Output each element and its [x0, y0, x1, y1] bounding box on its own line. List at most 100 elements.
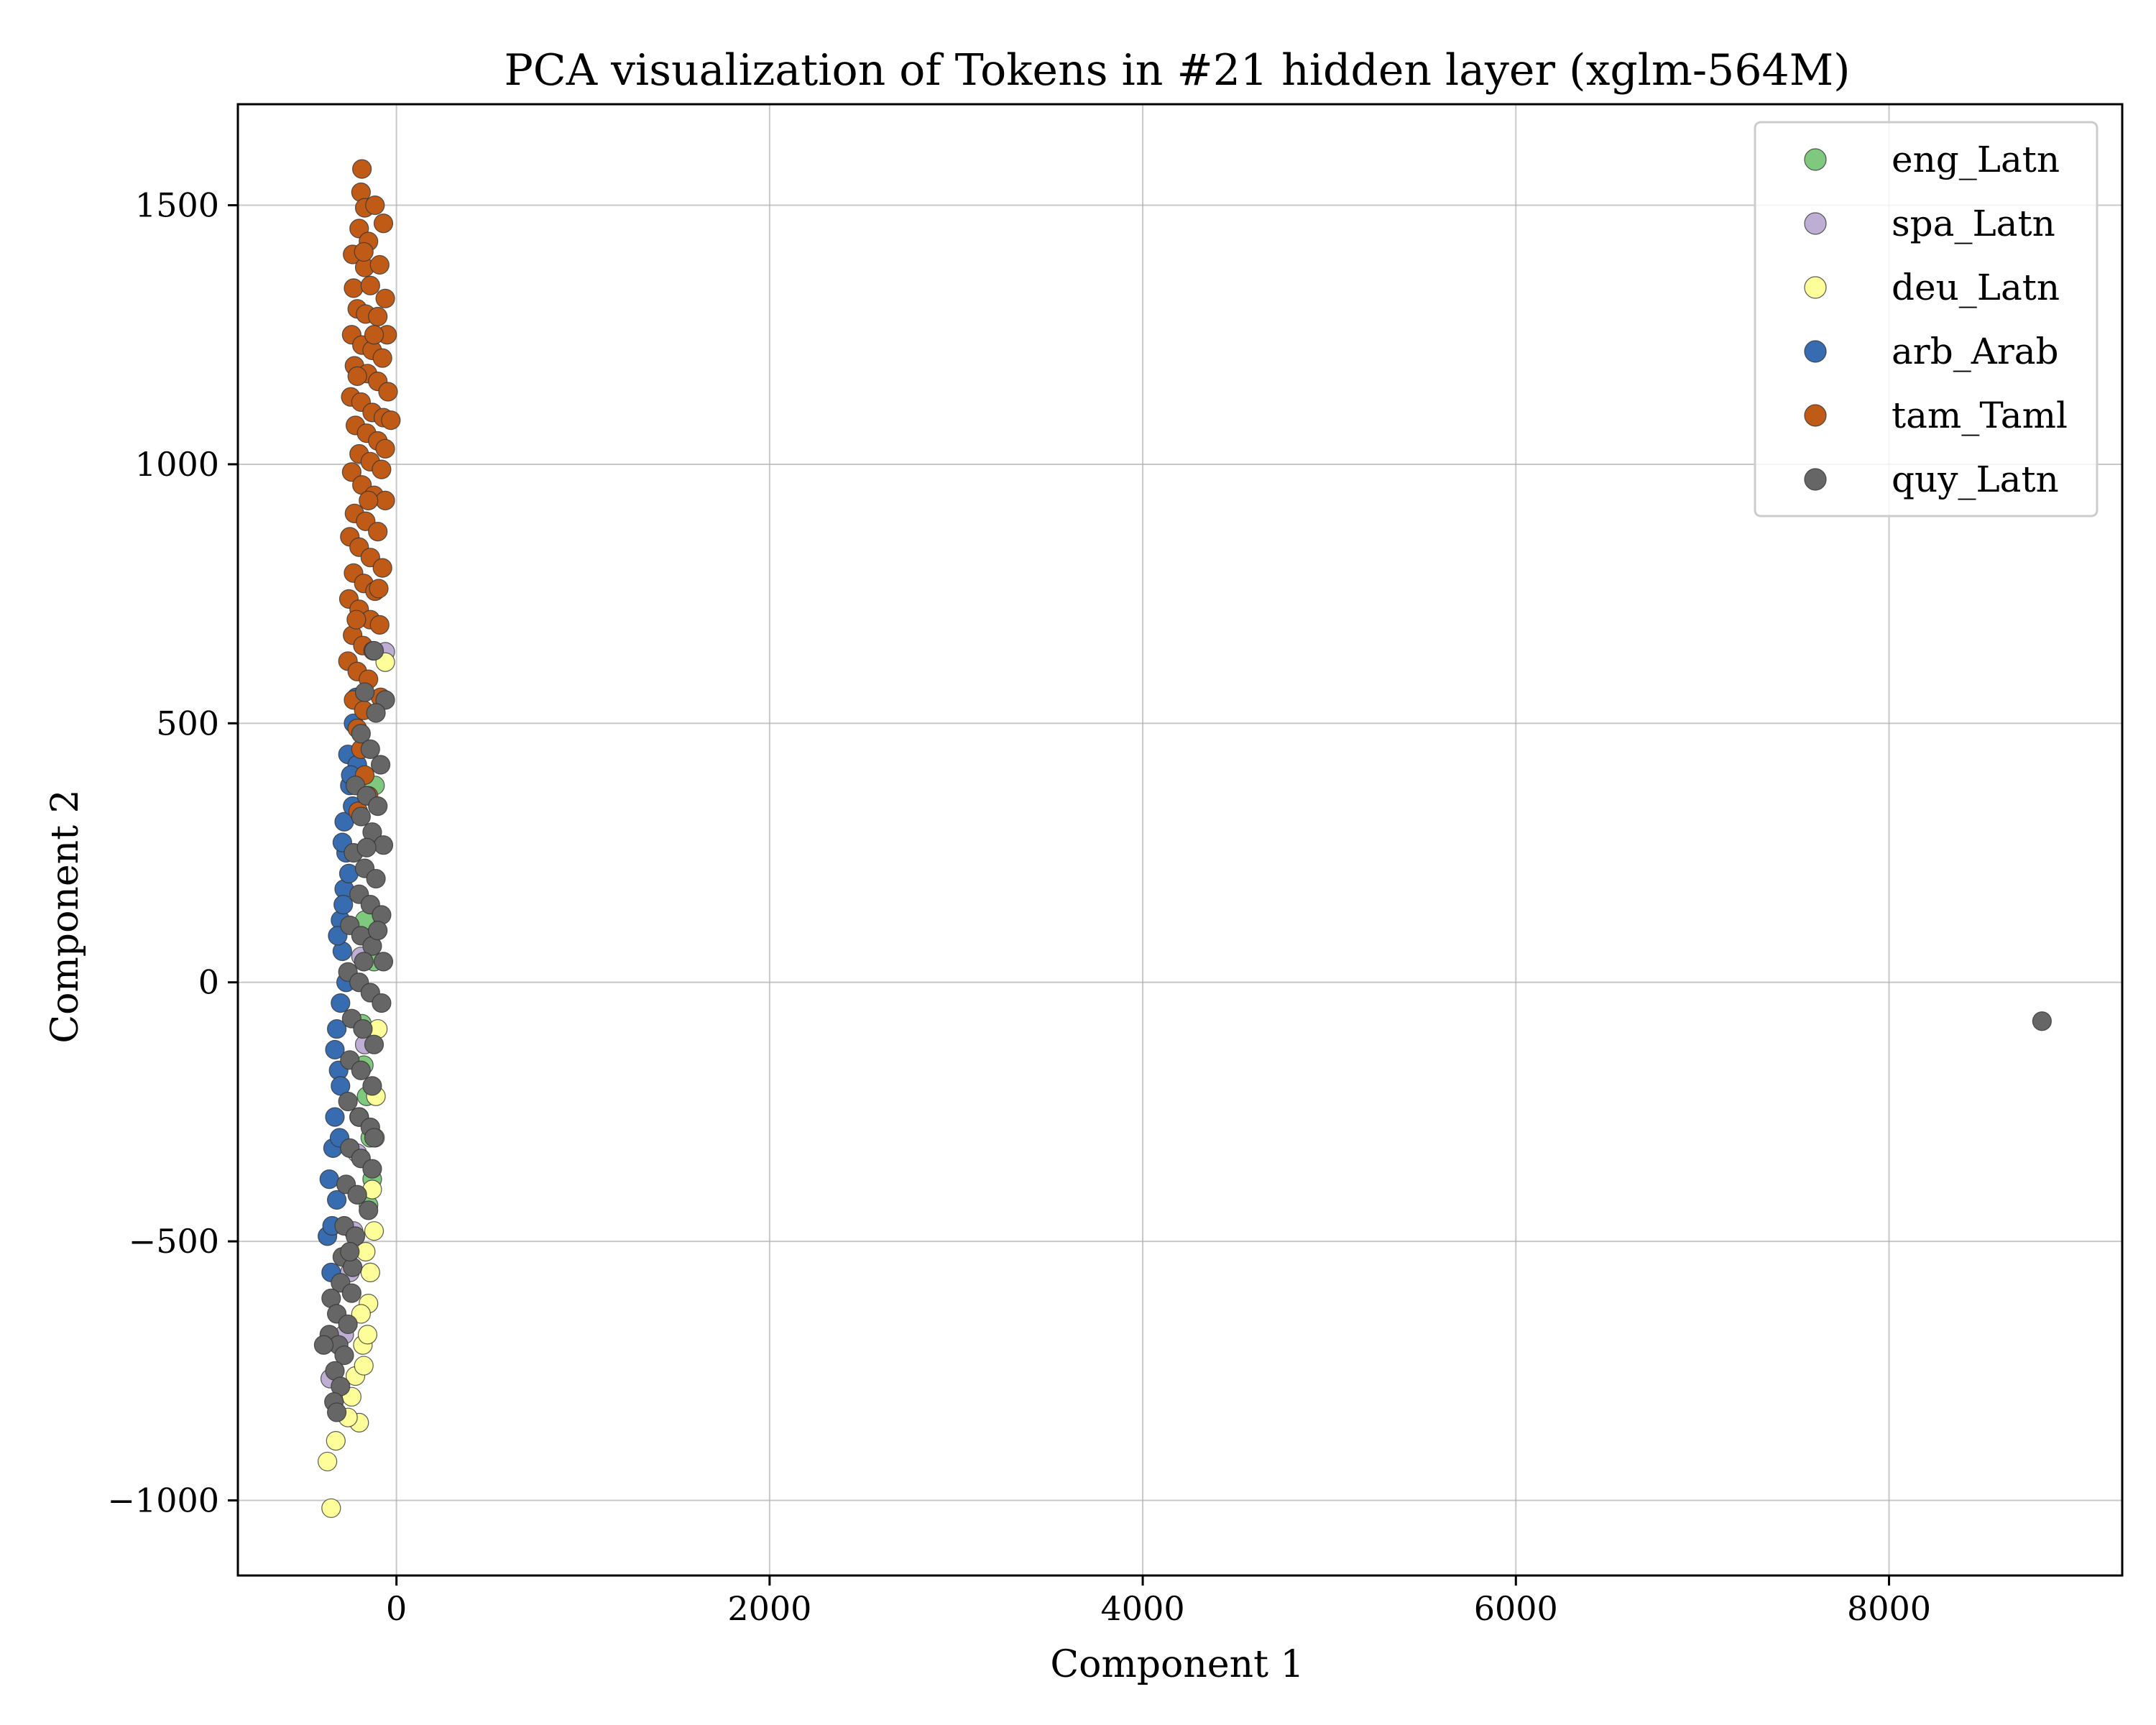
chart-title: PCA visualization of Tokens in #21 hidde…: [504, 45, 1850, 96]
scatter-point: [366, 703, 386, 723]
scatter-point: [368, 921, 388, 941]
series-tam_Taml: [338, 159, 401, 822]
scatter-point: [354, 242, 374, 262]
y-tick-label: 0: [198, 963, 219, 1002]
y-tick-label: −1000: [107, 1481, 219, 1519]
scatter-point: [356, 837, 377, 857]
scatter-point: [352, 159, 372, 179]
x-tick-label: 8000: [1847, 1589, 1931, 1628]
scatter-point: [318, 1451, 338, 1472]
scatter-point: [373, 213, 394, 234]
scatter-point: [341, 1283, 361, 1303]
scatter-point: [357, 1325, 378, 1345]
scatter-point: [364, 1128, 384, 1148]
scatter-point: [341, 462, 361, 482]
scatter-point: [364, 1221, 384, 1241]
x-axis-label: Component 1: [1050, 1643, 1304, 1686]
scatter-point: [351, 1060, 371, 1080]
legend-label: deu_Latn: [1892, 267, 2060, 308]
scatter-point: [370, 755, 391, 775]
series-quy_Latn: [313, 640, 2052, 1422]
scatter-point: [372, 558, 392, 578]
scatter-point: [347, 1184, 367, 1205]
scatter-point: [372, 459, 392, 479]
scatter-point: [368, 796, 388, 816]
scatter-point: [351, 806, 371, 827]
x-tick-label: 6000: [1474, 1589, 1558, 1628]
scatter-point: [369, 615, 390, 635]
x-tick-label: 4000: [1101, 1589, 1185, 1628]
scatter-point: [369, 579, 389, 599]
scatter-point: [375, 490, 395, 510]
legend-marker: [1804, 212, 1827, 235]
scatter-point: [373, 835, 394, 855]
plot-frame: [236, 103, 2124, 1577]
scatter-point: [338, 1091, 358, 1112]
scatter-point: [372, 993, 392, 1013]
scatter-point: [369, 254, 390, 275]
scatter-point: [360, 739, 380, 759]
scatter-point: [325, 1039, 345, 1060]
scatter-point: [340, 1241, 360, 1262]
scatter-point: [364, 1034, 384, 1054]
axis-ticks: 0 2000 4000 6000 8000 −1000 −500 0 500 1000 1500: [107, 186, 1931, 1628]
legend-marker: [1804, 276, 1827, 299]
scatter-point: [364, 325, 384, 345]
legend-marker: [1804, 148, 1827, 171]
legend-label: tam_Taml: [1892, 395, 2068, 436]
scatter-point: [351, 1304, 371, 1324]
scatter-point: [360, 275, 380, 295]
scatter-point: [338, 1314, 358, 1335]
x-tick-label: 0: [386, 1589, 407, 1628]
legend-marker: [1804, 468, 1827, 491]
scatter-point: [347, 366, 367, 387]
scatter-point: [381, 410, 401, 431]
legend-marker: [1804, 340, 1827, 363]
scatter-point: [375, 438, 395, 459]
scatter-point: [372, 348, 392, 368]
scatter-point: [364, 640, 384, 661]
y-axis-label: Component 2: [44, 789, 87, 1043]
y-tick-label: −500: [129, 1222, 219, 1261]
scatter-point: [359, 490, 379, 510]
scatter-point: [326, 1190, 347, 1210]
scatter-point: [313, 1335, 334, 1355]
scatter-point: [359, 1200, 379, 1220]
scatter-point: [354, 1356, 374, 1376]
scatter-point: [362, 1076, 382, 1096]
legend-label: arb_Arab: [1892, 331, 2059, 372]
scatter-point: [325, 1107, 345, 1127]
scatter-point: [354, 952, 374, 972]
legend: eng_Latn spa_Latn deu_Latn arb_Arab tam_Taml…: [1754, 121, 2099, 518]
scatter-point: [326, 1018, 347, 1039]
scatter-point: [375, 288, 395, 308]
scatter-point: [365, 195, 385, 216]
scatter-point: [368, 522, 388, 542]
scatter-point: [366, 868, 386, 889]
scatter-point: [326, 1430, 346, 1451]
scatter-point: [344, 278, 364, 298]
scatter-point: [333, 894, 354, 915]
scatter-point: [331, 993, 351, 1013]
scatter-point: [353, 1018, 373, 1039]
legend-box: [1754, 121, 2099, 518]
y-tick-label: 1500: [135, 186, 219, 225]
scatter-point: [334, 1346, 354, 1366]
legend-marker: [1804, 404, 1827, 427]
scatter-point: [351, 724, 371, 744]
y-tick-label: 1000: [135, 445, 219, 484]
y-tick-label: 500: [156, 704, 219, 742]
scatter-point: [354, 682, 375, 702]
scatter-point: [378, 382, 398, 402]
legend-label: spa_Latn: [1892, 203, 2055, 244]
series-deu_Latn: [318, 652, 395, 1518]
legend-label: eng_Latn: [1892, 139, 2060, 180]
scatter-point: [368, 306, 388, 327]
x-tick-label: 2000: [727, 1589, 811, 1628]
scatter-point: [373, 952, 394, 972]
scatter-point: [319, 1169, 339, 1190]
scatter-point: [2032, 1011, 2052, 1031]
legend-label: quy_Latn: [1892, 459, 2059, 500]
scatter-point: [326, 1402, 347, 1422]
